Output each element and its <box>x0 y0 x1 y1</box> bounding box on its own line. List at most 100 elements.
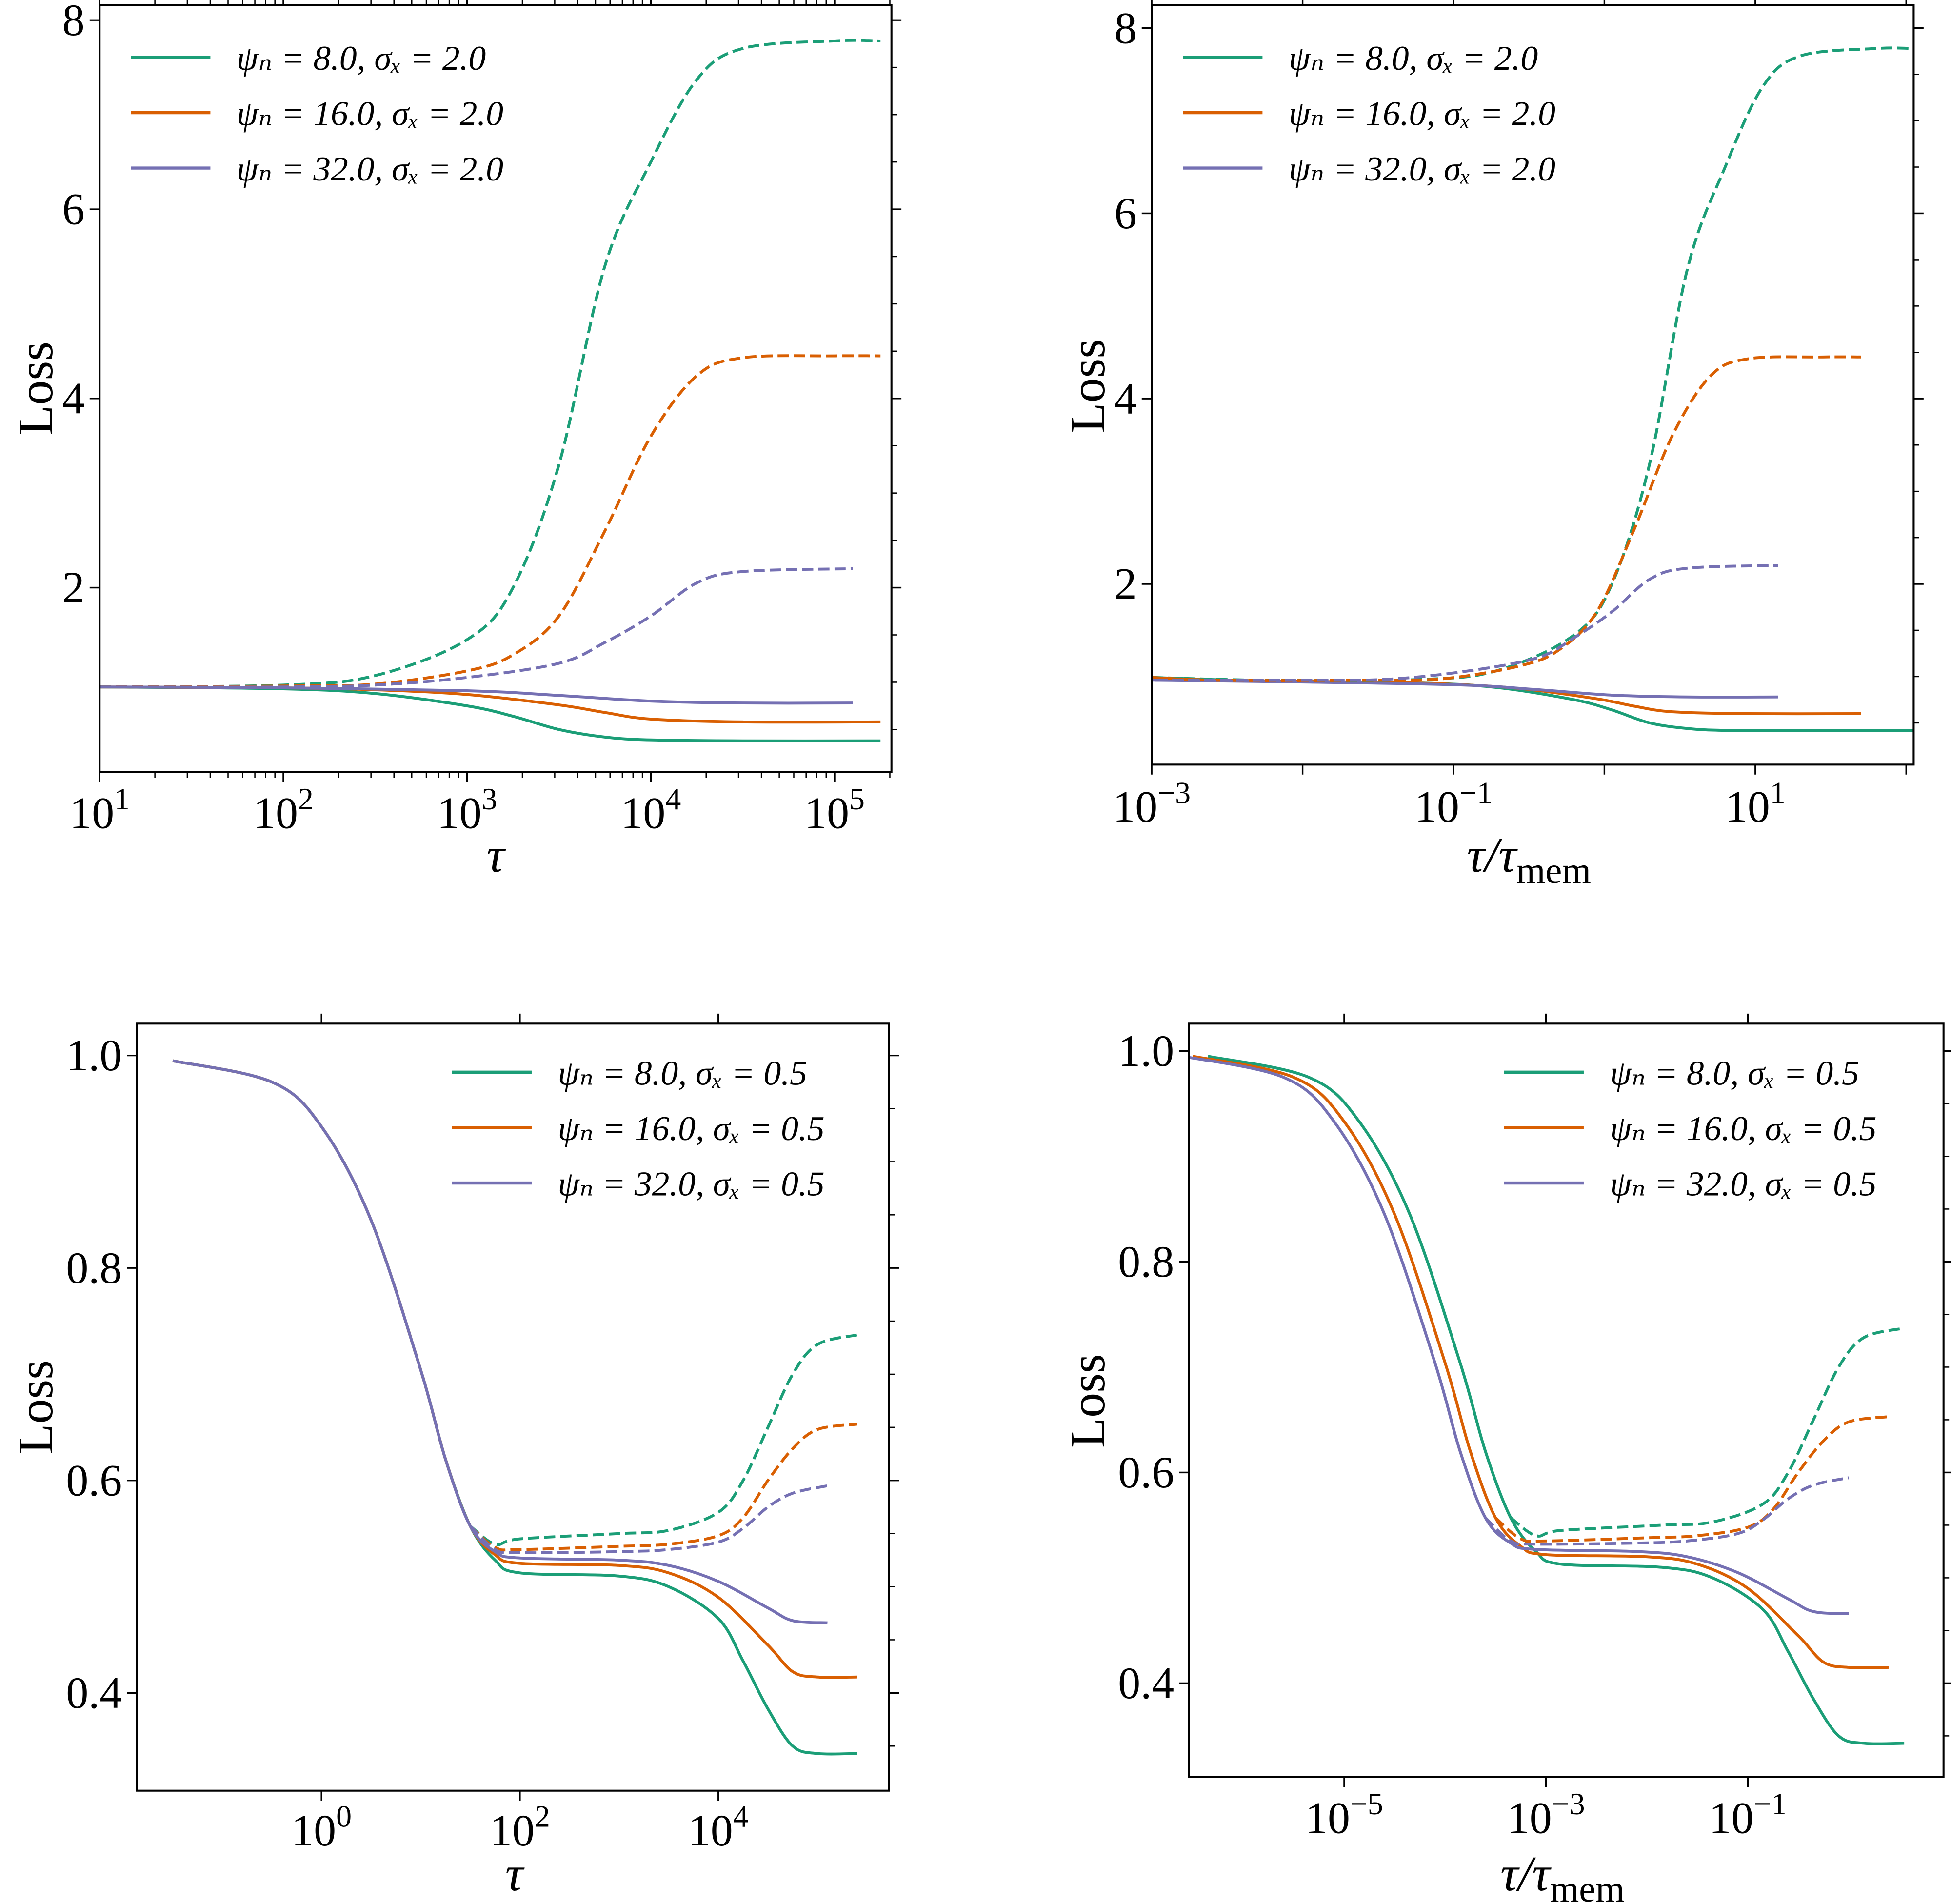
legend-entry-label: ψₙ = 32.0, σₓ = 0.5 <box>1610 1165 1877 1203</box>
y-tick-label: 4 <box>1115 374 1137 423</box>
legend-entry-label: ψₙ = 32.0, σₓ = 2.0 <box>237 150 503 188</box>
x-tick-label: 100 <box>291 1799 352 1855</box>
series-line-dashed-4 <box>100 354 881 689</box>
y-tick-label: 6 <box>1115 188 1137 238</box>
x-tick-label: 105 <box>804 782 865 838</box>
series-line-dashed-4 <box>1152 355 1861 682</box>
series-line-solid-1 <box>172 1059 857 1679</box>
y-tick-label: 4 <box>62 373 85 423</box>
y-tick-label: 1.0 <box>66 1030 122 1080</box>
x-tick-base: 10 <box>1725 782 1770 832</box>
x-tick-exponent: 4 <box>733 1799 749 1834</box>
series-line-solid-1 <box>1192 1055 1890 1669</box>
y-axis-label: Loss <box>1060 1354 1115 1448</box>
series-line-dashed-3 <box>1152 46 1914 682</box>
x-axis-label-subscript: mem <box>1550 1868 1625 1904</box>
series-group <box>100 39 881 742</box>
series-line-solid-0 <box>1208 1055 1905 1745</box>
x-axis-label: τ <box>487 828 506 883</box>
legend-entry-label: ψₙ = 16.0, σₓ = 0.5 <box>1610 1109 1877 1148</box>
x-axis-label-main: τ <box>505 1846 525 1902</box>
series-line-solid-2 <box>1189 1056 1849 1615</box>
x-tick-label: 101 <box>69 782 130 838</box>
x-tick-label: 10−3 <box>1507 1786 1585 1843</box>
x-tick-base: 10 <box>804 788 849 838</box>
x-tick-label: 101 <box>1725 775 1786 831</box>
x-tick-label: 10−1 <box>1414 775 1493 831</box>
y-tick-label: 0.8 <box>1118 1237 1174 1286</box>
legend: ψₙ = 8.0, σₓ = 0.5 ψₙ = 16.0, σₓ = 0.5 ψₙ … <box>452 1054 825 1203</box>
y-tick-label: 0.4 <box>66 1668 122 1718</box>
x-axis-label-main: τ/τ <box>1467 828 1518 883</box>
legend-entry-label: ψₙ = 8.0, σₓ = 2.0 <box>1289 39 1538 78</box>
x-tick-base: 10 <box>253 788 298 838</box>
series-group <box>1152 46 1914 732</box>
x-tick-exponent: −1 <box>1753 1786 1787 1821</box>
legend-entry-label: ψₙ = 8.0, σₓ = 0.5 <box>558 1054 807 1092</box>
series-line-solid-0 <box>1152 676 1914 732</box>
x-tick-label: 102 <box>253 782 314 838</box>
y-tick-label: 0.6 <box>1118 1447 1174 1497</box>
x-tick-base: 10 <box>688 1805 733 1855</box>
x-tick-label: 104 <box>688 1799 749 1855</box>
x-axis-label: τ <box>505 1846 525 1902</box>
series-line-dashed-4 <box>469 1423 857 1552</box>
series-group <box>172 1059 858 1756</box>
y-tick-label: 8 <box>62 0 85 45</box>
x-tick-base: 10 <box>1414 782 1459 832</box>
x-tick-exponent: −3 <box>1552 1786 1585 1821</box>
y-tick-label: 0.6 <box>66 1455 122 1505</box>
x-tick-label: 10−5 <box>1305 1786 1383 1843</box>
axes-frame <box>136 1022 890 1792</box>
legend-entry-label: ψₙ = 32.0, σₓ = 2.0 <box>1289 150 1555 188</box>
legend: ψₙ = 8.0, σₓ = 2.0 ψₙ = 16.0, σₓ = 2.0 ψₙ … <box>131 39 503 188</box>
x-tick-exponent: 3 <box>482 782 498 816</box>
x-axis-label-main: τ <box>487 828 506 883</box>
y-axis-label: Loss <box>8 1360 63 1454</box>
x-tick-label: 10−1 <box>1709 1786 1787 1843</box>
x-tick-exponent: 2 <box>298 782 314 816</box>
series-line-dashed-4 <box>1494 1415 1890 1543</box>
x-tick-label: 104 <box>620 782 681 838</box>
legend-entry-label: ψₙ = 16.0, σₓ = 2.0 <box>237 95 503 133</box>
x-tick-base: 10 <box>1305 1793 1350 1843</box>
x-tick-base: 10 <box>437 788 482 838</box>
axes-frame <box>1151 4 1915 766</box>
x-tick-exponent: −3 <box>1157 775 1191 810</box>
series-line-solid-2 <box>100 685 853 705</box>
series-line-dashed-3 <box>1510 1326 1905 1538</box>
x-tick-base: 10 <box>1113 782 1157 832</box>
x-tick-exponent: 1 <box>1770 775 1786 810</box>
legend-entry-label: ψₙ = 8.0, σₓ = 2.0 <box>237 39 486 78</box>
series-line-dashed-5 <box>1152 564 1778 682</box>
series-line-dashed-3 <box>100 39 881 689</box>
legend: ψₙ = 8.0, σₓ = 0.5 ψₙ = 16.0, σₓ = 0.5 ψₙ … <box>1504 1054 1877 1203</box>
x-tick-base: 10 <box>69 788 114 838</box>
series-line-dashed-5 <box>1484 1476 1849 1546</box>
y-tick-label: 1.0 <box>1118 1026 1174 1076</box>
x-tick-exponent: −5 <box>1350 1786 1383 1821</box>
series-line-solid-2 <box>1152 678 1778 699</box>
x-tick-base: 10 <box>620 788 665 838</box>
legend-entry-label: ψₙ = 32.0, σₓ = 0.5 <box>558 1165 825 1203</box>
series-line-solid-0 <box>100 685 881 742</box>
x-tick-base: 10 <box>1507 1793 1552 1843</box>
y-tick-label: 2 <box>1115 559 1137 609</box>
x-tick-base: 10 <box>490 1805 535 1855</box>
x-tick-label: 10−3 <box>1113 775 1191 831</box>
x-tick-exponent: 2 <box>535 1799 550 1834</box>
legend-entry-label: ψₙ = 16.0, σₓ = 0.5 <box>558 1109 825 1148</box>
x-tick-label: 102 <box>490 1799 550 1855</box>
x-tick-exponent: −1 <box>1459 775 1493 810</box>
y-axis-label: Loss <box>1060 339 1115 433</box>
x-tick-base: 10 <box>1709 1793 1754 1843</box>
x-tick-exponent: 5 <box>849 782 865 816</box>
y-tick-label: 2 <box>62 562 85 612</box>
legend: ψₙ = 8.0, σₓ = 2.0 ψₙ = 16.0, σₓ = 2.0 ψₙ … <box>1183 39 1555 188</box>
series-line-dashed-3 <box>469 1333 858 1546</box>
axes-frame <box>99 4 893 773</box>
y-axis-label: Loss <box>8 341 63 436</box>
